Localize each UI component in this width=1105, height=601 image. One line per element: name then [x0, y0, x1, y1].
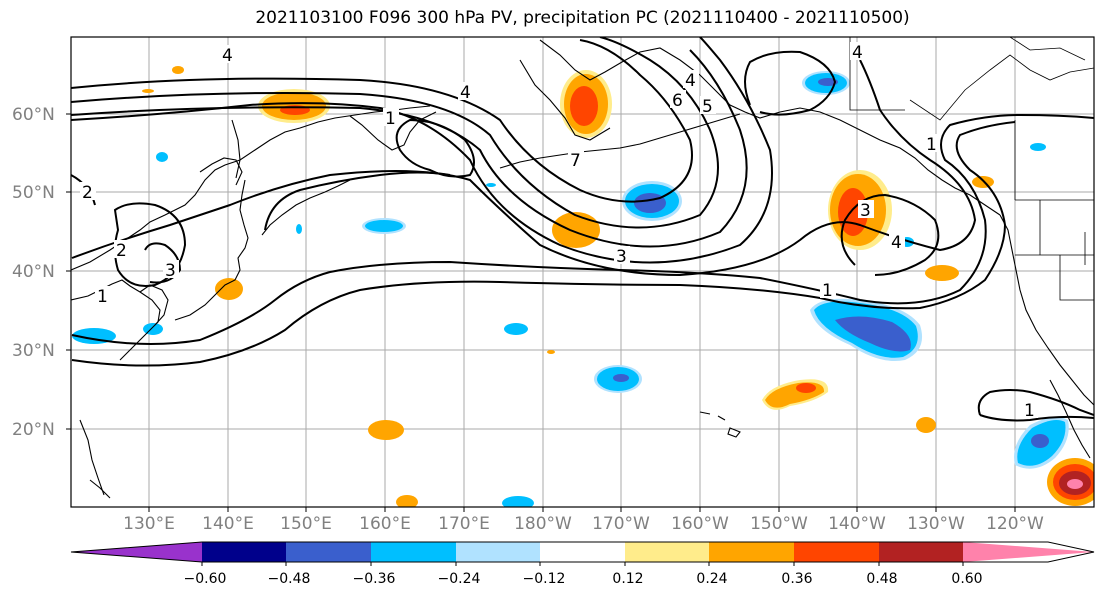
precip-negative-tiny2	[1030, 143, 1046, 151]
colorbar-label: 0.36	[781, 571, 813, 587]
contour-label: 5	[702, 97, 713, 117]
contour-label: 7	[570, 151, 581, 171]
precip-positive-coast	[972, 176, 994, 188]
lon-label: 150°W	[750, 514, 808, 534]
precip-negative-alaska	[802, 71, 850, 95]
lon-label: 150°E	[280, 514, 332, 534]
precip-negative-korea	[143, 323, 163, 335]
lon-label: 140°W	[828, 514, 886, 534]
lat-label: 30°N	[12, 341, 55, 361]
colorbar-label: −0.36	[352, 571, 396, 587]
contour-label: 3	[860, 201, 871, 221]
precip-positive-okhotsk	[258, 89, 330, 123]
lon-label: 170°E	[438, 514, 490, 534]
contour-label: 2	[82, 183, 93, 203]
axis-ticks	[66, 113, 1016, 512]
colorbar-label: −0.60	[183, 571, 227, 587]
colorbar-label: 0.60	[951, 571, 983, 587]
colorbar-label: 0.24	[696, 571, 728, 587]
precip-positive-tiny	[172, 66, 184, 74]
lon-label: 160°E	[359, 514, 411, 534]
map-frame	[70, 36, 1095, 508]
colorbar-label: −0.48	[267, 571, 311, 587]
lon-label: 130°E	[123, 514, 175, 534]
precip-negative-tiny5	[486, 183, 496, 187]
precip-positive-tiny3	[547, 350, 555, 354]
lat-label: 20°N	[12, 420, 55, 440]
contour-label: 3	[165, 261, 176, 281]
lon-label: 180°W	[514, 514, 572, 534]
contour-label: 1	[385, 109, 396, 129]
precip-negative-bottom	[502, 496, 534, 507]
precip-negative-alaska-south	[622, 181, 682, 221]
contour-label: 4	[891, 233, 902, 253]
contour-label: 1	[926, 135, 937, 155]
precip-negative-mexico	[1014, 416, 1069, 469]
contour-label: 4	[222, 46, 233, 66]
precip-positive-central	[552, 212, 600, 248]
contour-label: 2	[116, 241, 127, 261]
precip-positive-japan	[215, 278, 243, 300]
map-title: 2021103100 F096 300 hPa PV, precipitatio…	[255, 8, 910, 28]
contour-label: 3	[616, 247, 627, 267]
lon-label: 140°E	[202, 514, 254, 534]
precip-positive-ne-pacific	[925, 265, 959, 281]
precip-positive-subtropic	[762, 379, 829, 410]
contour-label: 1	[97, 287, 108, 307]
lon-label: 120°W	[986, 514, 1044, 534]
contour-label: 1	[1024, 401, 1035, 421]
precip-positive-west	[368, 420, 404, 440]
precip-negative-tiny	[156, 152, 168, 162]
colorbar-label: 0.12	[612, 571, 644, 587]
pv-contours	[71, 37, 1094, 422]
lon-label: 170°W	[592, 514, 650, 534]
precip-negative-east-pacific	[810, 298, 923, 361]
precip-positive-bering	[560, 70, 612, 138]
colorbar-label: −0.24	[437, 571, 481, 587]
lon-label: 160°W	[671, 514, 729, 534]
contour-labels: 4 4 1 7 6 5 4 3 1 1 2 3 2 1 1 3 4 4	[80, 42, 1038, 421]
precip-shading	[72, 66, 1094, 507]
precip-positive-bottom	[396, 495, 418, 507]
contour-label: 4	[460, 83, 471, 103]
precip-positive-baja	[1047, 458, 1094, 506]
precip-negative-mid	[504, 323, 528, 335]
colorbar-label: −0.12	[522, 571, 566, 587]
lat-label: 40°N	[12, 262, 55, 282]
contour-label: 6	[672, 91, 683, 111]
borders	[849, 37, 1094, 301]
precip-negative-hawaii-north	[594, 365, 642, 393]
precip-negative-tiny4	[296, 224, 302, 234]
contour-label: 4	[852, 43, 863, 63]
lat-label: 60°N	[12, 105, 55, 125]
lat-label: 50°N	[12, 183, 55, 203]
contour-label: 1	[822, 281, 833, 301]
contour-label: 4	[685, 71, 696, 91]
precip-positive-tiny2	[142, 89, 154, 93]
precip-positive-small	[916, 417, 936, 433]
lon-label: 130°W	[907, 514, 965, 534]
colorbar-label: 0.48	[866, 571, 898, 587]
